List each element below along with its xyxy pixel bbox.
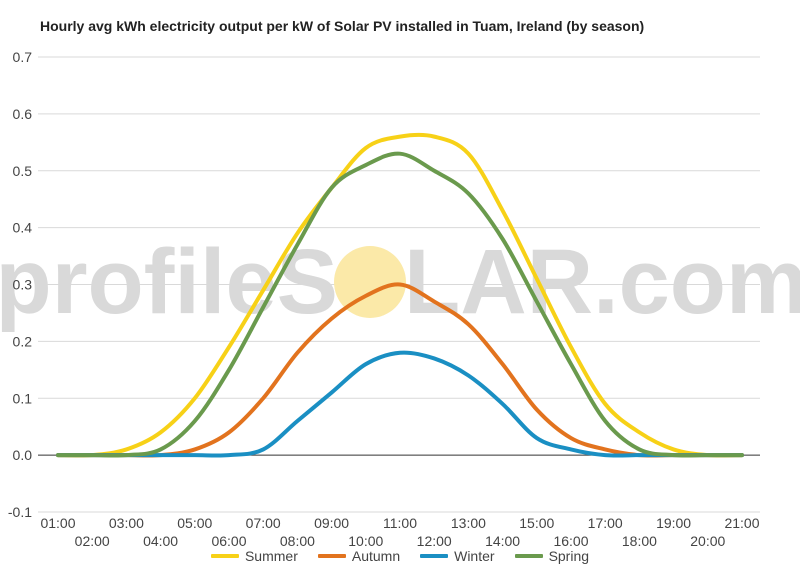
x-tick-label: 01:00	[40, 515, 75, 531]
x-tick-label: 19:00	[656, 515, 691, 531]
x-tick-label: 08:00	[280, 533, 315, 549]
watermark-text-right: LAR.com	[404, 231, 800, 333]
x-tick-label: 11:00	[383, 515, 417, 531]
legend-item-winter: Winter	[420, 548, 495, 564]
legend-item-spring: Spring	[514, 548, 590, 564]
y-tick-label: 0.2	[13, 333, 33, 349]
legend-item-autumn: Autumn	[317, 548, 401, 564]
x-tick-label: 15:00	[519, 515, 554, 531]
y-tick-label: 0.7	[13, 49, 33, 65]
legend-label: Autumn	[351, 548, 401, 564]
legend: Summer Autumn Winter Spring	[0, 548, 800, 564]
legend-label: Winter	[454, 548, 495, 564]
series-line-summer	[56, 132, 744, 458]
y-tick-label: 0.5	[13, 163, 33, 179]
watermark: profileS LAR.com	[0, 231, 800, 333]
x-tick-label: 21:00	[724, 515, 759, 531]
x-tick-label: 20:00	[690, 533, 725, 549]
x-tick-label: 17:00	[588, 515, 623, 531]
legend-swatch	[420, 554, 449, 558]
legend-swatch	[317, 554, 346, 558]
legend-swatch	[210, 554, 239, 558]
x-tick-label: 04:00	[143, 533, 178, 549]
legend-label: Summer	[244, 548, 298, 564]
legend-item-summer: Summer	[210, 548, 298, 564]
x-tick-label: 05:00	[177, 515, 212, 531]
y-tick-label: -0.1	[8, 504, 32, 520]
x-tick-label: 12:00	[417, 533, 452, 549]
watermark-sun-icon	[334, 246, 406, 318]
y-tick-label: 0.3	[13, 277, 33, 293]
series-line-spring	[56, 151, 744, 458]
x-tick-label: 14:00	[485, 533, 520, 549]
watermark-text-left: profileS	[0, 231, 338, 333]
x-tick-label: 03:00	[109, 515, 144, 531]
y-tick-label: 0.1	[13, 390, 33, 406]
x-tick-label: 18:00	[622, 533, 657, 549]
y-tick-label: 0.4	[13, 220, 33, 236]
legend-swatch	[514, 554, 543, 558]
x-tick-label: 13:00	[451, 515, 486, 531]
series-lines	[56, 132, 744, 458]
y-tick-label: 0.6	[13, 106, 33, 122]
x-tick-label: 02:00	[75, 533, 110, 549]
x-tick-label: 06:00	[211, 533, 246, 549]
legend-label: Spring	[548, 548, 590, 564]
y-axis-ticks: -0.1 0.0 0.1 0.2 0.3 0.4 0.5 0.6 0.7	[8, 49, 32, 520]
chart-title: Hourly avg kWh electricity output per kW…	[40, 18, 645, 34]
x-tick-label: 07:00	[246, 515, 281, 531]
x-tick-label: 16:00	[553, 533, 588, 549]
x-tick-label: 09:00	[314, 515, 349, 531]
x-tick-label: 10:00	[348, 533, 383, 549]
y-tick-label: 0.0	[13, 447, 33, 463]
series-line-winter	[56, 350, 744, 458]
